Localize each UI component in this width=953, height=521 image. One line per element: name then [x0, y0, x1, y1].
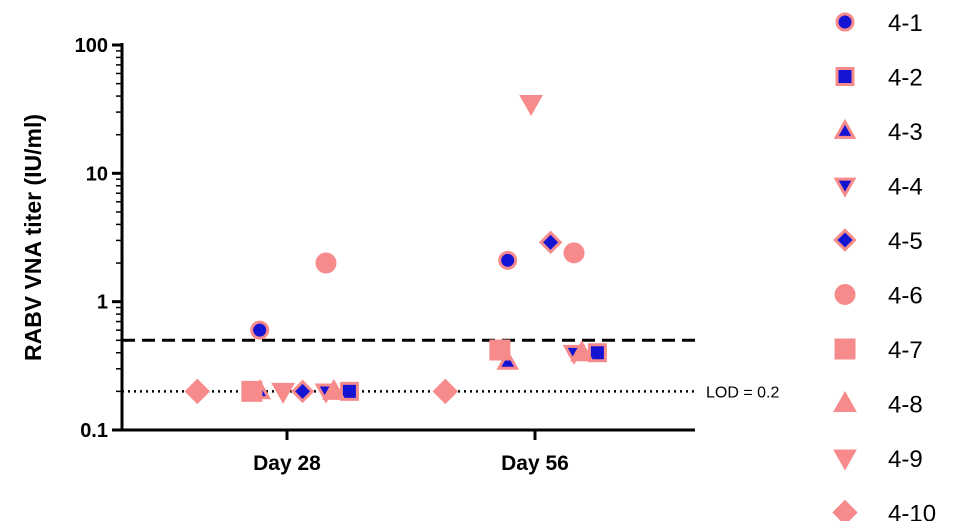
- legend-label-4-2: 4-2: [888, 65, 923, 92]
- legend-label-4-1: 4-1: [888, 10, 923, 37]
- point-4-1: [498, 250, 518, 270]
- point-4-10: [184, 378, 211, 405]
- reference-lines: LOD = 0.2: [122, 338, 779, 401]
- legend-marker-4-1: [835, 12, 855, 32]
- legend-marker-4-9: [833, 449, 857, 471]
- legend: 4-1 4-2 4-3 4-4 4-5 4-6 4-7 4-8 4-9 4-10: [832, 10, 936, 521]
- lod-label: LOD = 0.2: [706, 384, 779, 401]
- legend-marker-4-3: [833, 118, 857, 139]
- legend-marker-4-7: [834, 338, 856, 360]
- y-tick-label: 10: [86, 163, 108, 185]
- point-4-8: [321, 378, 346, 400]
- point-4-7: [241, 380, 263, 402]
- point-4-10: [432, 378, 459, 405]
- legend-label-4-9: 4-9: [888, 446, 923, 473]
- point-4-6: [315, 252, 337, 274]
- y-tick-label: 1: [97, 292, 108, 314]
- legend-label-4-7: 4-7: [888, 337, 923, 364]
- point-4-2: [587, 343, 607, 363]
- point-4-2: [339, 381, 359, 401]
- legend-label-4-8: 4-8: [888, 392, 923, 419]
- legend-marker-4-6: [834, 284, 856, 305]
- legend-label-4-4: 4-4: [888, 174, 923, 201]
- legend-label-4-6: 4-6: [888, 283, 923, 310]
- legend-label-4-10: 4-10: [888, 501, 936, 521]
- legend-marker-4-2: [835, 67, 855, 86]
- point-4-5: [290, 379, 315, 404]
- y-axis-title: RABV VNA titer (IU/ml): [20, 114, 46, 361]
- data-points: [184, 95, 607, 405]
- y-tick-label: 100: [75, 35, 108, 57]
- legend-label-4-3: 4-3: [888, 119, 923, 146]
- point-4-9: [271, 382, 295, 404]
- point-4-7: [489, 339, 511, 361]
- legend-label-4-5: 4-5: [888, 228, 923, 255]
- x-tick-label: Day 56: [501, 452, 569, 475]
- x-tick-label: Day 28: [253, 452, 321, 475]
- point-4-5: [538, 230, 563, 255]
- point-4-1: [250, 320, 270, 340]
- legend-marker-4-8: [833, 390, 857, 412]
- point-4-8: [569, 340, 594, 362]
- point-4-6: [563, 242, 585, 264]
- axes: 0.1 1 10 100 Day 28 Day 56 RABV VNA titer (IU/…: [20, 35, 695, 475]
- legend-marker-4-4: [833, 177, 857, 198]
- legend-marker-4-5: [833, 228, 857, 252]
- y-tick-label: 0.1: [80, 420, 108, 442]
- point-4-9: [519, 95, 543, 117]
- legend-marker-4-10: [832, 499, 858, 521]
